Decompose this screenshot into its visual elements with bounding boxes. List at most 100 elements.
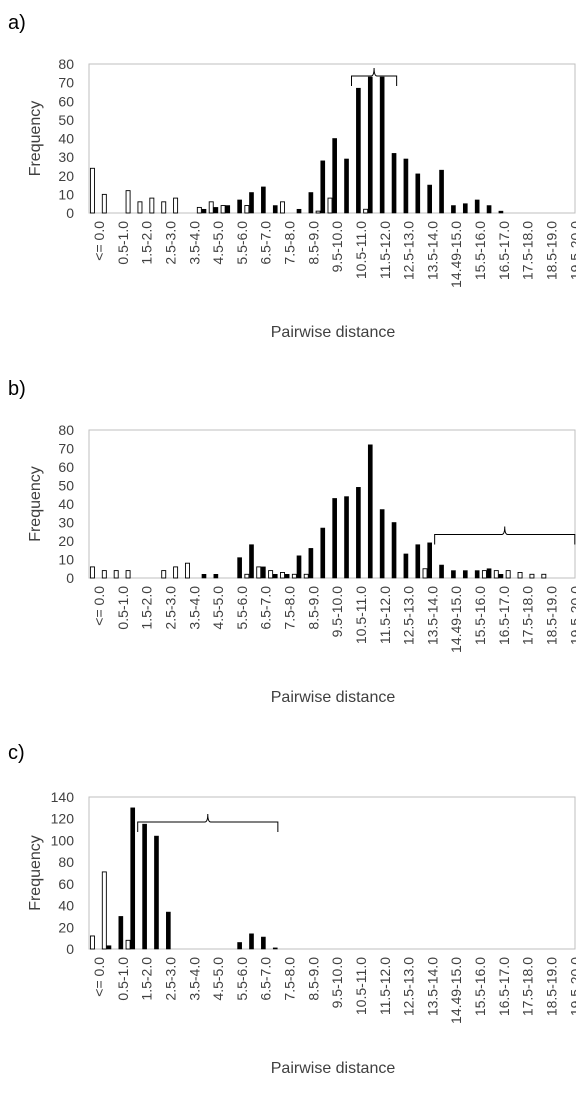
bar-open — [173, 566, 179, 579]
bar-solid — [403, 158, 409, 214]
y-tick-label: 80 — [58, 56, 74, 72]
bar-solid — [201, 208, 207, 214]
bar-solid — [261, 186, 266, 214]
histogram-chart-a: 0 10 20 30 40 50 60 70 80 Frequency <= 0.0 0.5-1.0 1… — [27, 56, 576, 341]
bar-solid — [272, 574, 278, 579]
y-tick-label: 20 — [58, 919, 74, 935]
bar-solid — [427, 184, 432, 214]
bar-open — [422, 568, 428, 579]
y-axis-label: Frequency — [27, 466, 44, 542]
bar-solid — [261, 566, 266, 579]
bar-open — [149, 197, 155, 214]
bar-solid — [249, 544, 254, 579]
x-tick-label: 9.5-10.0 — [329, 957, 345, 1009]
x-tick-label: 8.5-9.0 — [305, 586, 321, 630]
y-tick-label: 0 — [66, 941, 74, 957]
bar-solid — [332, 498, 337, 579]
y-tick-label: 50 — [58, 112, 74, 128]
x-tick-label: 6.5-7.0 — [258, 221, 274, 265]
bar-open — [161, 570, 167, 579]
bar-solid — [142, 823, 147, 950]
bar-open — [101, 193, 107, 214]
x-tick-label: 1.5-2.0 — [139, 957, 155, 1001]
x-tick-label: 4.5-5.0 — [210, 586, 226, 630]
x-tick-label: 4.5-5.0 — [210, 221, 226, 265]
bar-solid — [391, 522, 397, 579]
bar-solid — [344, 158, 349, 214]
x-axis-label: Pairwise distance — [271, 1060, 396, 1077]
histogram-chart-c: 0 20 40 60 80 100 120 140 Frequency <= 0.0 0.5-1.0… — [27, 789, 576, 1077]
bar-solid — [296, 208, 302, 214]
bar-solid — [237, 942, 242, 950]
x-tick-label: <= 0.0 — [91, 221, 107, 261]
range-bracket — [434, 526, 576, 545]
bar-open — [125, 570, 131, 579]
x-tick-label: 6.5-7.0 — [258, 586, 274, 630]
y-tick-label: 30 — [58, 149, 74, 165]
x-tick-label: 13.5-14.0 — [424, 957, 440, 1016]
bar-solid — [415, 544, 421, 579]
bar-open — [303, 573, 309, 579]
bar-solid — [308, 192, 314, 214]
x-tick-label: 7.5-8.0 — [282, 586, 298, 630]
range-bracket — [137, 813, 279, 832]
bar-solid — [154, 835, 159, 950]
x-tick-label: 9.5-10.0 — [329, 586, 345, 638]
x-tick-label: 0.5-1.0 — [115, 221, 131, 265]
bar-solid — [356, 487, 361, 579]
y-tick-label: 0 — [66, 205, 74, 221]
bar-open — [89, 935, 95, 950]
x-tick-label: 8.5-9.0 — [305, 957, 321, 1001]
bar-open — [137, 201, 143, 214]
x-tick-label: 17.5-18.0 — [520, 957, 536, 1016]
bar-open — [208, 201, 214, 214]
bar-solid — [367, 444, 373, 579]
bar-open — [101, 570, 107, 579]
bar-solid — [439, 564, 444, 579]
panel-label-b: b) — [8, 378, 26, 400]
bar-solid — [118, 916, 124, 950]
bar-solid — [166, 911, 171, 950]
bar-solid — [201, 574, 207, 579]
x-tick-label: 6.5-7.0 — [258, 957, 274, 1001]
bar-open — [256, 566, 262, 579]
y-tick-label: 0 — [66, 570, 74, 586]
bar-solid — [213, 207, 219, 214]
x-tick-label: <= 0.0 — [91, 957, 107, 997]
bar-open — [327, 197, 333, 214]
bar-solid — [213, 574, 219, 579]
y-tick-label: 20 — [58, 168, 74, 184]
y-tick-label: 50 — [58, 478, 74, 494]
y-tick-label: 10 — [58, 186, 74, 202]
x-tick-label: 11.5-12.0 — [377, 586, 393, 644]
bar-solid — [474, 570, 480, 579]
y-tick-label: 40 — [58, 496, 74, 512]
bar-solid — [106, 945, 112, 950]
bar-open — [493, 570, 499, 579]
bar-open — [101, 871, 107, 950]
bar-open — [363, 208, 369, 214]
bar-solid — [308, 548, 314, 579]
x-tick-label: 15.5-16.0 — [472, 221, 488, 280]
bar-open — [268, 570, 274, 579]
bar-solid — [356, 87, 361, 214]
x-tick-label: 19.5-20.0 — [567, 957, 576, 1016]
bar-solid — [415, 173, 421, 214]
y-axis-label: Frequency — [27, 835, 44, 911]
y-tick-label: 30 — [58, 515, 74, 531]
x-tick-label: 5.5-6.0 — [234, 957, 250, 1001]
bar-open — [89, 566, 95, 579]
bar-solid — [284, 574, 290, 579]
y-tick-label: 80 — [58, 422, 74, 438]
plot-area-frame — [88, 796, 576, 950]
bar-solid — [474, 199, 480, 214]
x-tick-label: 1.5-2.0 — [139, 221, 155, 265]
panel-label-a: a) — [8, 12, 26, 34]
x-tick-label: 19.5-20.0 — [567, 221, 576, 280]
x-tick-label: <= 0.0 — [91, 586, 107, 626]
y-tick-label: 100 — [51, 832, 75, 848]
x-tick-label: 3.5-4.0 — [186, 221, 202, 265]
bar-solid — [249, 192, 254, 214]
bar-solid — [486, 568, 492, 579]
x-tick-label: 5.5-6.0 — [234, 586, 250, 630]
